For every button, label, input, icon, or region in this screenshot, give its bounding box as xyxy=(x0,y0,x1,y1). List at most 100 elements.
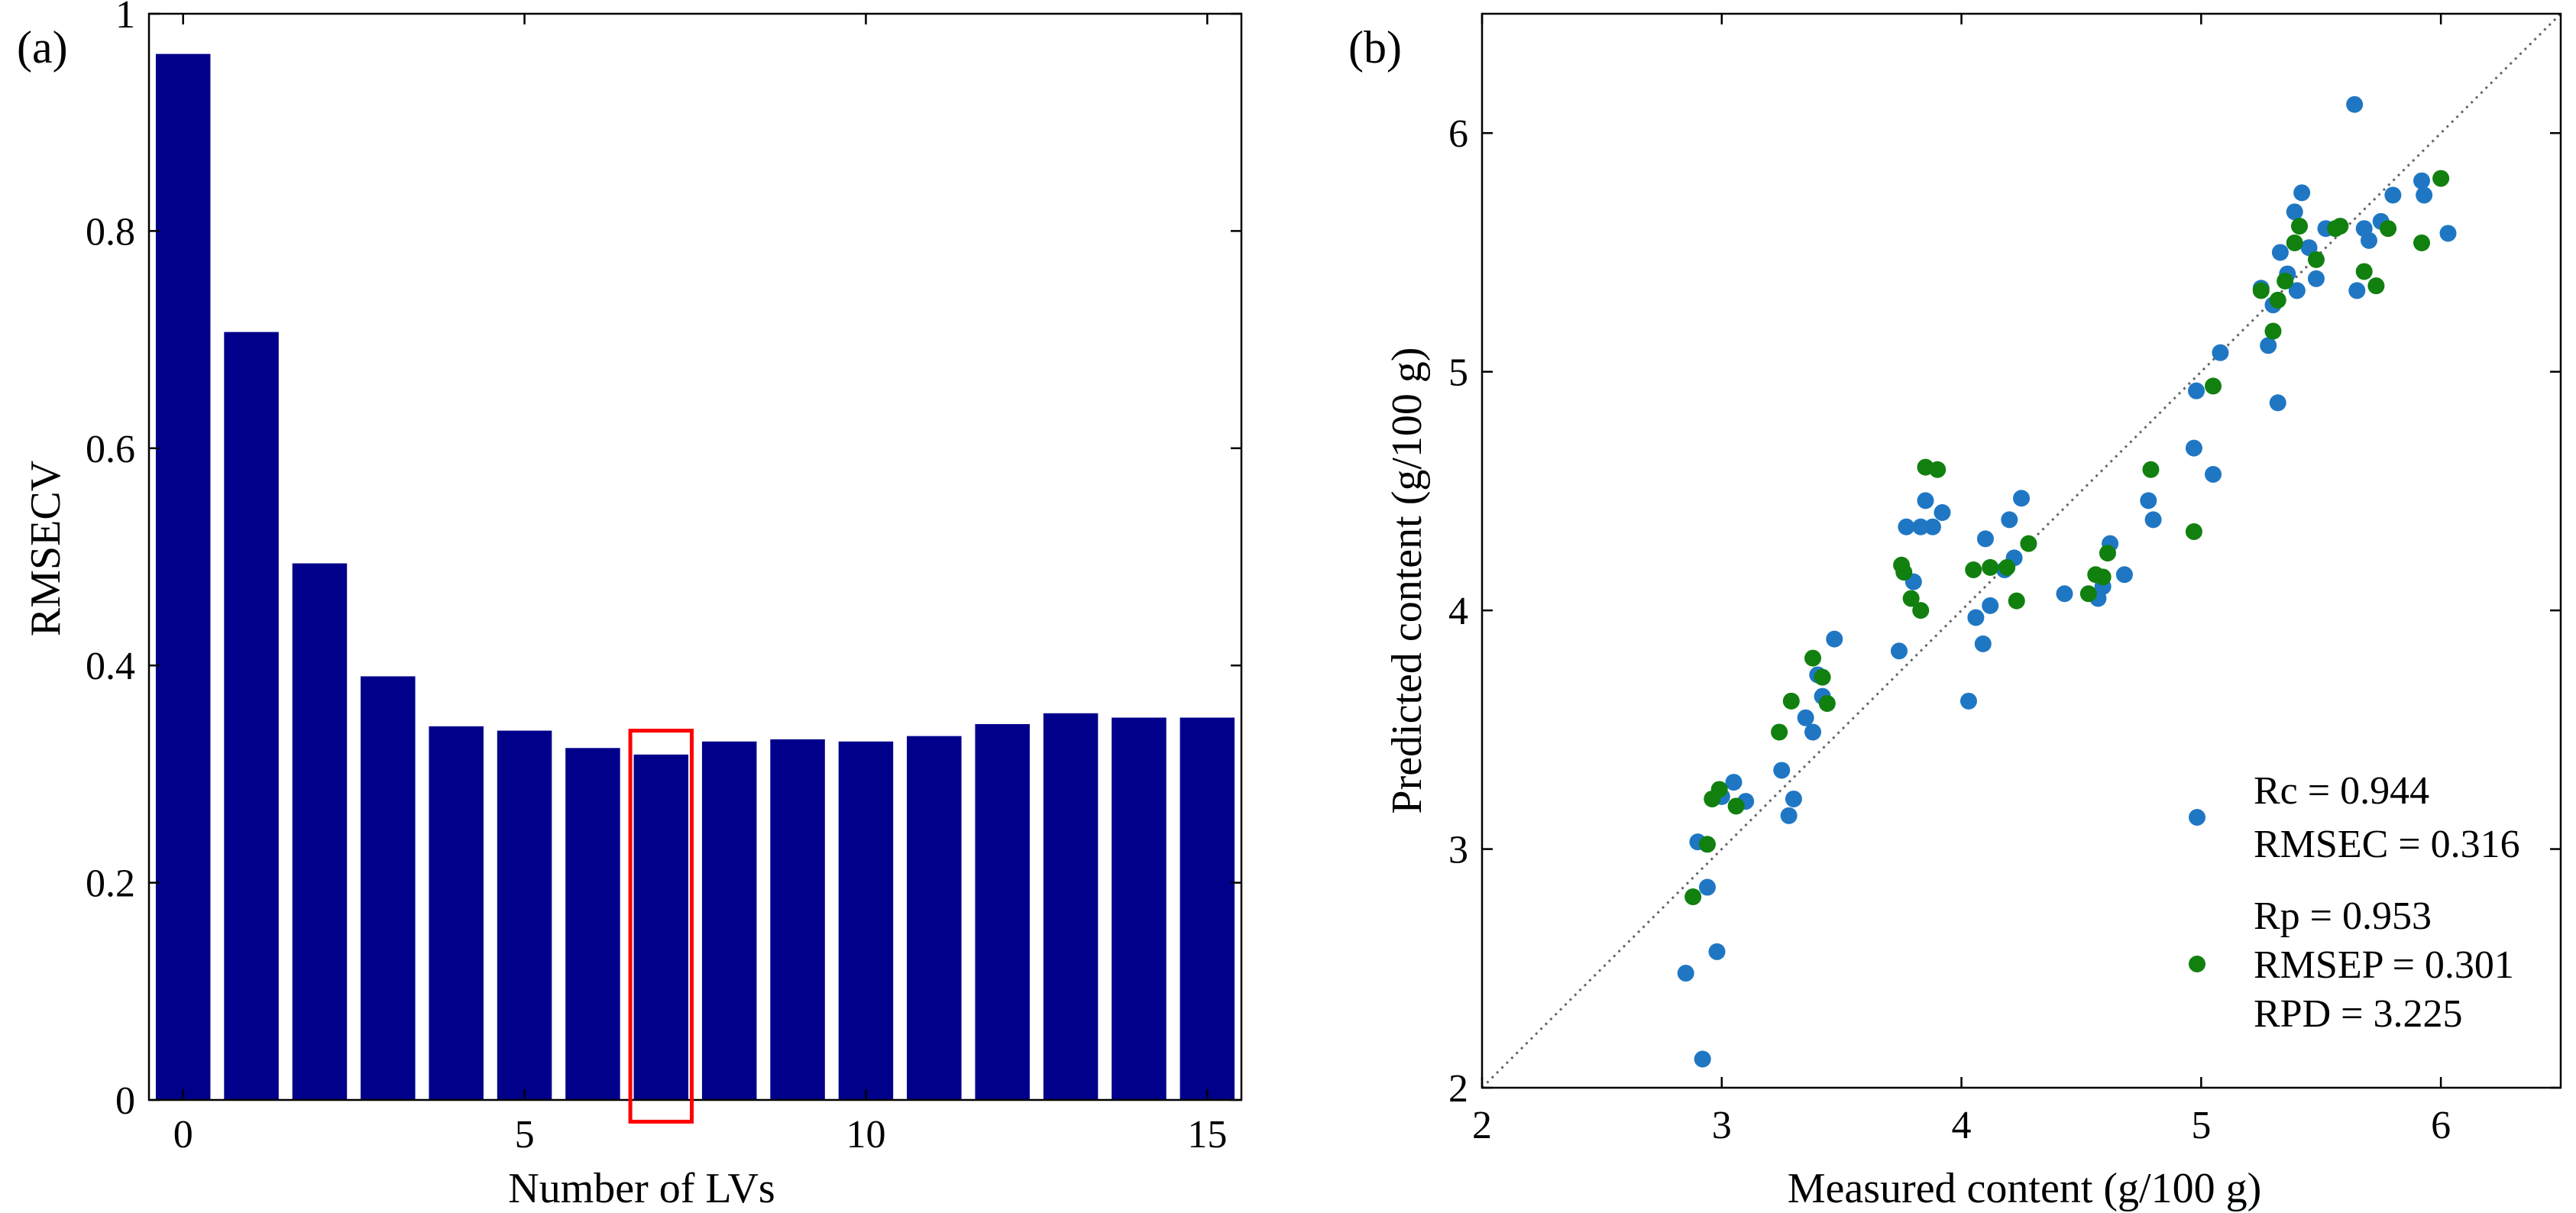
calibration-point xyxy=(2384,186,2402,204)
prediction-point xyxy=(2277,272,2294,290)
calibration-point xyxy=(1773,762,1791,779)
calibration-point xyxy=(2360,231,2377,249)
calibration-point xyxy=(1890,642,1908,660)
prediction-point xyxy=(1684,888,1702,906)
y-tick-label: 2 xyxy=(1448,1067,1468,1111)
calibration-point xyxy=(1725,774,1743,791)
calibration-point xyxy=(1797,709,1814,726)
prediction-point xyxy=(1727,797,1745,815)
prediction-point xyxy=(1782,692,1800,710)
y-tick-label: 1 xyxy=(115,0,135,37)
prediction-point xyxy=(1818,694,1836,712)
prediction-point xyxy=(2142,461,2160,478)
legend-rp: Rp = 0.953 xyxy=(2254,894,2432,938)
prediction-point xyxy=(2367,277,2385,295)
bar-lv-6 xyxy=(565,748,620,1100)
x-axis-title-lvs: Number of LVs xyxy=(508,1165,775,1212)
prediction-point xyxy=(2008,592,2025,610)
prediction-point xyxy=(1710,781,1728,798)
bar-lv-0 xyxy=(155,53,211,1100)
prediction-point xyxy=(2380,220,2397,238)
calibration-point xyxy=(2307,270,2325,287)
y-tick-label: 3 xyxy=(1448,829,1468,872)
y-tick-label: 0.2 xyxy=(86,862,135,906)
calibration-point xyxy=(2293,184,2311,202)
calibration-point xyxy=(1982,597,1999,614)
prediction-point xyxy=(2264,322,2282,340)
legend: Rc = 0.944 RMSEC = 0.316 Rp = 0.953 RMSE… xyxy=(2189,769,2520,1036)
bar-lv-1 xyxy=(224,332,279,1100)
calibration-point xyxy=(2269,394,2286,412)
x-axis-title-measured: Measured content (g/100 g) xyxy=(1788,1165,2261,1212)
prediction-point xyxy=(1982,558,1999,576)
calibration-point xyxy=(2144,511,2162,529)
x-tick-label: 6 xyxy=(2431,1104,2451,1147)
x-tick-label: 10 xyxy=(846,1113,885,1156)
legend-rmsep: RMSEP = 0.301 xyxy=(2254,943,2514,987)
prediction-point xyxy=(2413,234,2431,251)
bar-lv-12 xyxy=(975,723,1030,1100)
calibration-point xyxy=(2001,511,2018,529)
bar-lv-2 xyxy=(292,563,348,1100)
y-tick-label: 0.6 xyxy=(86,428,135,471)
y-tick-label: 6 xyxy=(1448,112,1468,156)
bar-lv-9 xyxy=(770,739,825,1100)
bar-lv-5 xyxy=(497,730,552,1100)
calibration-point xyxy=(2185,439,2202,457)
y-axis-title-rmsecv: RMSECV xyxy=(22,461,70,636)
y-tick-label: 4 xyxy=(1448,590,1468,633)
calibration-point xyxy=(2413,172,2431,189)
scatter-points xyxy=(1677,95,2457,1068)
x-tick-label: 5 xyxy=(515,1113,535,1156)
panel-a-label: (a) xyxy=(17,22,68,73)
calibration-point xyxy=(2271,244,2289,261)
prediction-point xyxy=(2205,377,2222,395)
panel-b-axes-frame xyxy=(1481,12,2562,1089)
prediction-point xyxy=(2079,585,2097,603)
calibration-point xyxy=(1698,878,1716,896)
y-tick-label: 0 xyxy=(115,1079,135,1123)
bar-lv-13 xyxy=(1043,713,1099,1100)
prediction-point xyxy=(1814,668,1831,686)
bar-lv-11 xyxy=(907,736,962,1100)
calibration-point xyxy=(2288,282,2306,299)
prediction-point xyxy=(2286,234,2303,251)
calibration-point xyxy=(1898,518,1915,535)
prediction-point xyxy=(1804,649,1822,667)
legend-rc: Rc = 0.944 xyxy=(2254,769,2429,813)
panel-a-bar-chart: (a) 0 5 10 15 0 0.2 0.4 0.6 0.8 1 Number of LVs R… xyxy=(17,0,1243,1212)
calibration-point xyxy=(2188,382,2205,399)
prediction-point xyxy=(2269,291,2286,309)
calibration-point xyxy=(1934,504,1951,522)
bar-lv-4 xyxy=(429,726,484,1100)
calibration-point xyxy=(1917,492,1934,509)
y-tick-label: 5 xyxy=(1448,351,1468,395)
panel-b-label: (b) xyxy=(1348,22,1402,73)
prediction-point xyxy=(1895,564,1913,581)
calibration-point xyxy=(1694,1050,1711,1068)
prediction-point xyxy=(1929,461,1947,478)
bar-lv-8 xyxy=(701,741,757,1100)
bar-lv-14 xyxy=(1112,717,1167,1100)
calibration-point xyxy=(2348,282,2366,299)
prediction-point xyxy=(2432,170,2450,187)
prediction-point xyxy=(1998,558,2016,576)
bar-lv-10 xyxy=(838,741,894,1100)
legend-rpd: RPD = 3.225 xyxy=(2254,992,2462,1036)
prediction-point xyxy=(1771,723,1788,741)
prediction-point xyxy=(2355,263,2373,280)
x-tick-label: 2 xyxy=(1472,1104,1492,1147)
prediction-point xyxy=(2332,218,2349,235)
panel-b-scatter-plot: (b) 2 3 4 5 6 2 3 4 5 6 Measured content (g/100 g… xyxy=(1348,12,2562,1212)
legend-calibration-marker xyxy=(2189,809,2205,826)
prediction-point xyxy=(2099,545,2116,562)
legend-prediction-marker xyxy=(2189,956,2205,972)
prediction-point xyxy=(2290,218,2308,235)
calibration-point xyxy=(2346,95,2364,113)
calibration-point xyxy=(1912,518,1930,535)
legend-rmsec: RMSEC = 0.316 xyxy=(2254,823,2520,866)
prediction-point xyxy=(2252,282,2270,299)
calibration-point xyxy=(1785,790,1802,807)
rmsecv-bars xyxy=(155,53,1235,1100)
